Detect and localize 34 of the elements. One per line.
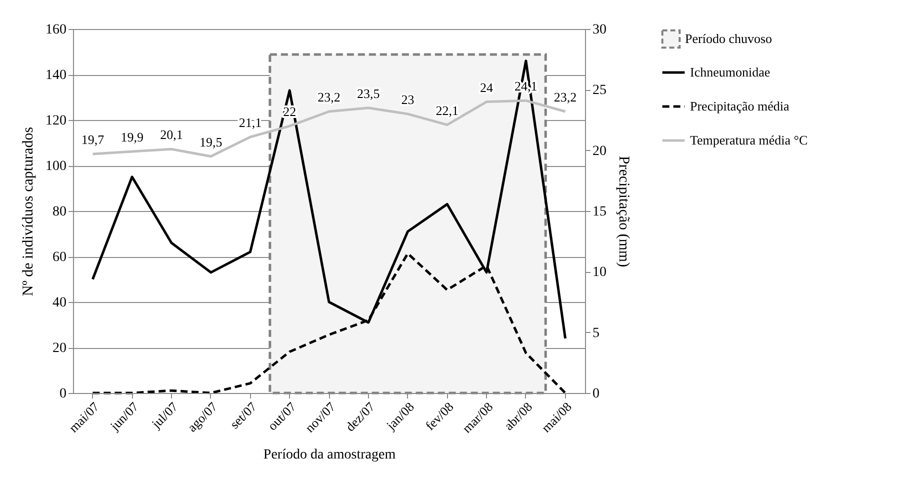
data-label: 21,1 xyxy=(238,114,262,130)
y2-tick-label: 25 xyxy=(592,83,606,98)
data-label: 19,7 xyxy=(81,132,105,147)
data-label: 22,1 xyxy=(436,102,459,118)
y-tick-label: 60 xyxy=(52,250,66,265)
y2-tick-label: 15 xyxy=(592,204,606,220)
y-tick-label: 20 xyxy=(52,341,66,356)
data-label: 19,5 xyxy=(199,134,222,150)
y2-tick-label: 10 xyxy=(592,265,606,280)
legend-label: Ichneumonidae xyxy=(690,64,770,80)
data-label: 23,5 xyxy=(357,86,380,101)
y-tick-label: 0 xyxy=(60,386,66,402)
y-tick-label: 80 xyxy=(52,204,66,220)
y-tick-label: 140 xyxy=(46,68,66,83)
data-label: 23,2 xyxy=(318,90,340,105)
y-axis-title: Nº de indivíduos capturados xyxy=(20,126,36,296)
y2-tick-label: 5 xyxy=(592,326,600,341)
data-label: 23 xyxy=(401,92,414,107)
y2-tick-label: 20 xyxy=(592,144,606,159)
data-label: 19,9 xyxy=(120,130,144,145)
y2-tick-label: 30 xyxy=(592,22,606,38)
y-tick-label: 100 xyxy=(46,159,66,174)
y-tick-label: 160 xyxy=(46,22,66,38)
y2-axis-title: Precipitação (mm) xyxy=(616,156,632,268)
legend-label: Precipitação média xyxy=(690,98,790,114)
data-label: 23,2 xyxy=(554,90,577,105)
y-tick-label: 40 xyxy=(52,296,66,310)
data-label: 24 xyxy=(480,80,494,95)
y-tick-label: 120 xyxy=(46,114,66,128)
legend-label: Período chuvoso xyxy=(685,31,772,46)
y2-tick-label: 0 xyxy=(592,386,600,402)
x-axis-title: Período da amostragem xyxy=(263,448,396,463)
data-label: 20,1 xyxy=(160,127,183,142)
legend-label: Temperatura média °C xyxy=(690,132,808,148)
